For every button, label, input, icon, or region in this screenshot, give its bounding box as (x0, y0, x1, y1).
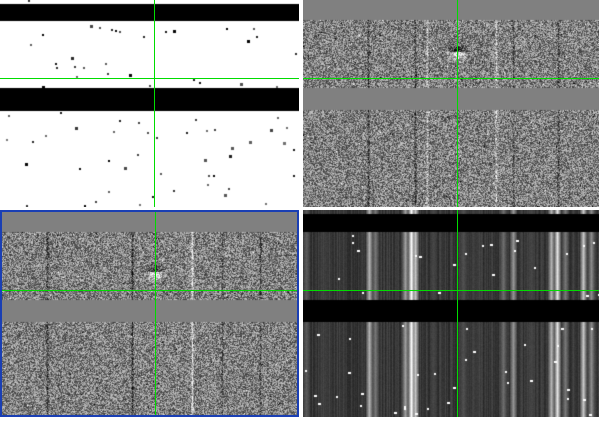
crosshair-horizontal (0, 78, 299, 79)
image-frame-4[interactable] (303, 210, 599, 417)
crosshair-vertical (154, 0, 155, 207)
frame-2-image[interactable] (303, 0, 599, 207)
image-frame-3[interactable] (0, 210, 299, 417)
image-frame-2[interactable] (303, 0, 599, 207)
frame-1-image[interactable] (0, 0, 299, 207)
image-frame-1[interactable] (0, 0, 299, 207)
crosshair-horizontal (303, 290, 599, 291)
frame-3-image[interactable] (2, 212, 297, 415)
crosshair-vertical (457, 210, 458, 417)
frame-4-image[interactable] (303, 210, 599, 417)
crosshair-horizontal (2, 290, 297, 291)
crosshair-horizontal (303, 78, 599, 79)
crosshair-vertical (457, 0, 458, 207)
crosshair-vertical (155, 212, 156, 415)
